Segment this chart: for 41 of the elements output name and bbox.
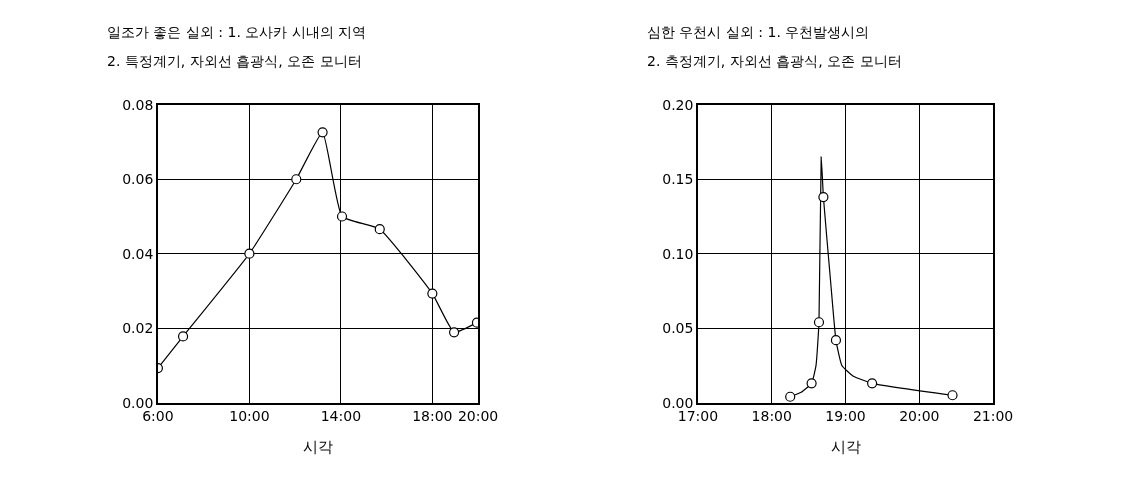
- x-tick-label: 6:00: [142, 408, 174, 425]
- x-tick-label: 21:00: [972, 408, 1014, 425]
- point: [317, 127, 328, 138]
- y-tick-label: 0.06: [122, 171, 154, 188]
- point: [785, 391, 796, 402]
- x-tick-label: 19:00: [825, 408, 866, 425]
- point: [427, 288, 438, 299]
- y-tick-label: 0.08: [122, 96, 154, 113]
- point: [806, 378, 817, 389]
- y-tick-label: 0.00: [662, 394, 694, 411]
- point: [244, 248, 255, 259]
- y-tick-label: 0.00: [122, 394, 154, 411]
- y-tick-label: 0.20: [662, 96, 694, 113]
- chart-subtitle: 2. 특정계기, 자외선 흡광식, 오존 모니터: [107, 53, 362, 69]
- y-tick-label: 0.05: [662, 320, 694, 337]
- chart-subtitle: 2. 측정계기, 자외선 흡광식, 오존 모니터: [647, 53, 902, 69]
- x-axis-title: 시각: [830, 437, 861, 456]
- x-tick-label: 18:00: [751, 408, 792, 425]
- x-tick-label: 10:00: [229, 408, 270, 425]
- y-tick-label: 0.10: [662, 245, 694, 262]
- point: [947, 390, 958, 401]
- x-tick-label: 17:00: [677, 408, 719, 425]
- x-tick-label: 14:00: [320, 408, 362, 425]
- point: [291, 174, 302, 185]
- point: [867, 378, 878, 389]
- point: [830, 335, 842, 346]
- chart-title: 심한 우천시 실외 : 1. 우천발생시의: [647, 24, 870, 40]
- x-tick-label: 20:00: [899, 408, 940, 425]
- point: [448, 327, 460, 338]
- x-tick-label: 18:00: [412, 408, 453, 425]
- x-tick-label: 20:00: [457, 408, 499, 425]
- y-tick-label: 0.15: [662, 171, 694, 188]
- point: [177, 331, 189, 342]
- x-axis-title: 시각: [303, 437, 333, 456]
- point: [813, 317, 825, 328]
- y-tick-label: 0.02: [122, 320, 154, 337]
- chart-title: 일조가 좋은 실외 : 1. 오사카 시내의 지역: [107, 24, 367, 40]
- y-tick-label: 0.04: [122, 245, 154, 262]
- point: [336, 211, 348, 222]
- point: [818, 192, 829, 203]
- point: [374, 224, 385, 235]
